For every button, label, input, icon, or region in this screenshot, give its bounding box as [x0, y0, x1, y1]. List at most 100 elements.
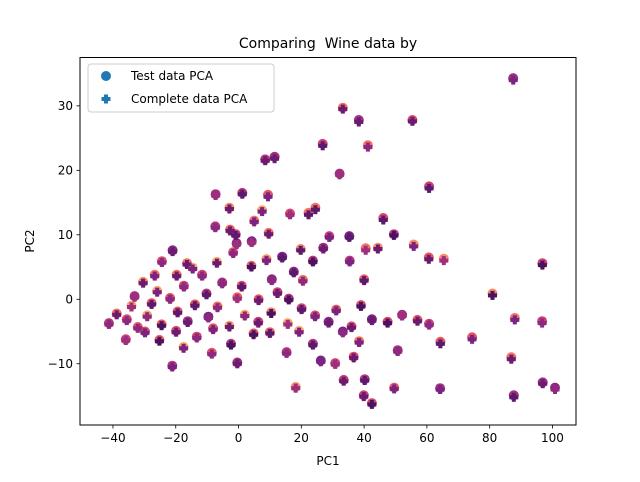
- complete-data-point: [349, 353, 359, 363]
- complete-data-point: [237, 189, 247, 199]
- complete-data-point: [296, 245, 306, 255]
- complete-data-point: [509, 392, 519, 402]
- complete-data-point: [265, 328, 275, 338]
- complete-data-point: [413, 316, 422, 326]
- y-tick-label: 10: [58, 228, 73, 242]
- complete-data-point: [359, 276, 369, 286]
- x-axis-label: PC1: [316, 454, 339, 468]
- complete-data-point: [183, 318, 193, 327]
- complete-data-point: [203, 313, 213, 323]
- y-tick-label: 20: [58, 163, 73, 177]
- complete-data-point: [424, 183, 434, 193]
- complete-data-point: [283, 319, 293, 329]
- complete-data-point: [359, 392, 369, 402]
- complete-data-point: [291, 383, 301, 393]
- complete-data-point: [263, 192, 273, 202]
- complete-data-point: [298, 276, 308, 286]
- complete-data-point: [173, 308, 183, 318]
- complete-data-point: [253, 318, 263, 328]
- complete-data-point: [389, 230, 399, 240]
- complete-data-point: [435, 339, 445, 349]
- complete-data-point: [316, 357, 326, 367]
- complete-data-point: [207, 349, 217, 359]
- complete-data-point: [335, 170, 345, 180]
- complete-data-point: [363, 142, 373, 152]
- complete-data-point: [152, 287, 162, 297]
- complete-data-point: [140, 328, 150, 338]
- complete-data-point: [224, 204, 234, 214]
- complete-data-point: [127, 302, 136, 312]
- legend: Test data PCA Complete data PCA: [87, 63, 275, 113]
- complete-data-point: [424, 254, 434, 264]
- complete-data-point: [338, 104, 348, 114]
- complete-data-point: [318, 141, 328, 151]
- complete-data-point: [488, 290, 497, 300]
- complete-data-point: [121, 336, 131, 345]
- complete-data-point: [550, 385, 560, 394]
- series-complete-data-pca: [104, 75, 560, 409]
- complete-data-point: [232, 294, 242, 304]
- complete-data-point: [249, 330, 259, 340]
- complete-data-point: [122, 316, 132, 326]
- complete-data-point: [354, 117, 364, 127]
- complete-data-point: [208, 325, 218, 335]
- complete-data-point: [310, 312, 320, 322]
- complete-data-point: [277, 253, 287, 263]
- complete-data-point: [138, 278, 148, 288]
- y-tick-label: −10: [48, 357, 73, 371]
- complete-data-point: [247, 238, 257, 247]
- complete-data-point: [360, 376, 370, 385]
- legend-label-complete: Complete data PCA: [131, 92, 248, 106]
- x-axis: −40 −20 0 20 40 60 80 100: [100, 425, 564, 445]
- x-tick-label: 40: [356, 431, 371, 445]
- complete-data-point: [409, 241, 419, 251]
- complete-data-point: [282, 348, 292, 358]
- complete-data-point: [383, 318, 393, 328]
- x-tick-label: 100: [541, 431, 564, 445]
- complete-data-point: [172, 271, 182, 281]
- complete-data-point: [330, 359, 340, 369]
- legend-circle-marker: [101, 71, 111, 81]
- complete-data-point: [435, 385, 445, 394]
- complete-data-point: [147, 299, 157, 309]
- complete-data-point: [232, 240, 242, 249]
- legend-label-test: Test data PCA: [130, 69, 214, 83]
- complete-data-point: [506, 354, 516, 364]
- complete-data-point: [179, 282, 189, 292]
- complete-data-point: [338, 328, 348, 338]
- complete-data-point: [284, 295, 294, 305]
- complete-data-point: [389, 384, 399, 394]
- complete-data-point: [197, 271, 207, 281]
- complete-data-point: [361, 245, 371, 255]
- complete-data-point: [165, 294, 175, 304]
- complete-data-point: [537, 260, 547, 270]
- complete-data-point: [213, 303, 222, 313]
- complete-data-point: [246, 262, 256, 272]
- complete-data-point: [308, 340, 318, 350]
- complete-data-point: [224, 322, 234, 332]
- complete-data-point: [190, 301, 200, 311]
- complete-data-point: [260, 156, 270, 166]
- complete-data-point: [294, 327, 304, 337]
- x-tick-label: 60: [419, 431, 434, 445]
- complete-data-point: [467, 334, 477, 344]
- complete-data-point: [345, 257, 355, 267]
- complete-data-point: [254, 296, 264, 306]
- complete-data-point: [270, 154, 280, 164]
- complete-data-point: [150, 271, 160, 281]
- complete-data-point: [231, 230, 241, 240]
- complete-data-point: [210, 223, 220, 233]
- complete-data-point: [347, 323, 356, 333]
- x-tick-label: 20: [294, 431, 309, 445]
- complete-data-point: [393, 347, 403, 356]
- complete-data-point: [510, 315, 520, 325]
- complete-data-point: [188, 264, 198, 274]
- complete-data-point: [240, 311, 250, 321]
- complete-data-point: [168, 247, 178, 257]
- complete-data-point: [232, 359, 242, 369]
- complete-data-point: [264, 229, 274, 239]
- complete-data-point: [297, 305, 307, 315]
- complete-data-point: [304, 210, 313, 220]
- legend-box: [87, 63, 275, 113]
